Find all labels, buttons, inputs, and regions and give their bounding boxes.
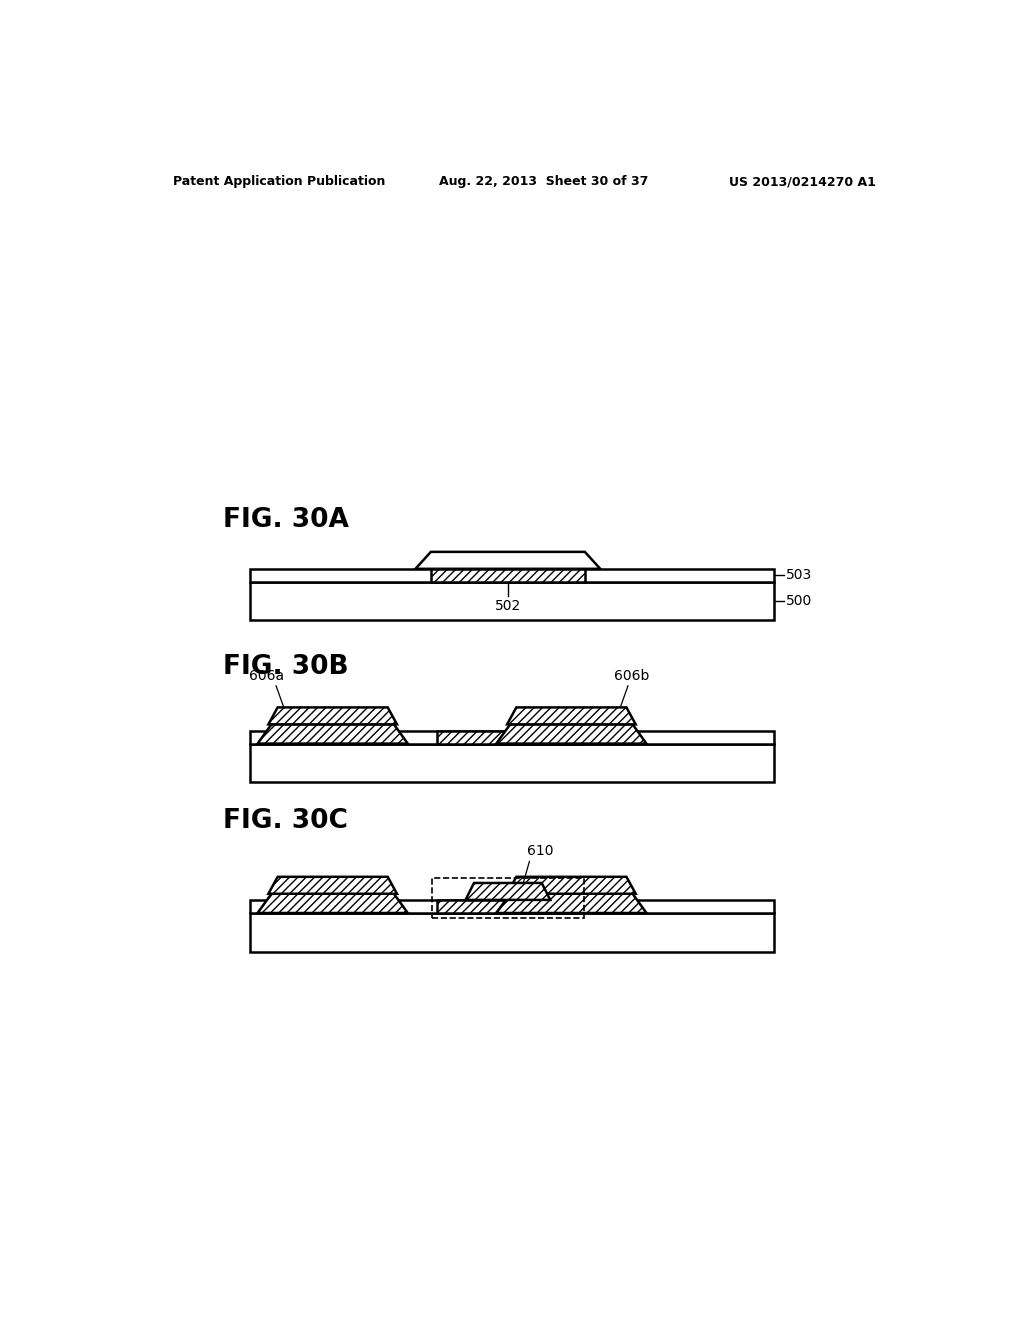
Polygon shape — [466, 883, 550, 900]
Text: 502: 502 — [495, 599, 521, 612]
Text: 610: 610 — [527, 845, 554, 858]
Text: Patent Application Publication: Patent Application Publication — [173, 176, 385, 187]
Polygon shape — [250, 569, 773, 582]
Polygon shape — [258, 894, 408, 913]
Polygon shape — [250, 900, 773, 913]
Polygon shape — [436, 900, 580, 913]
Text: 500: 500 — [785, 594, 812, 609]
Polygon shape — [258, 725, 408, 743]
Text: FIG. 30A: FIG. 30A — [223, 507, 349, 533]
Text: 503: 503 — [785, 569, 812, 582]
Polygon shape — [497, 894, 646, 913]
Text: FIG. 30B: FIG. 30B — [223, 653, 348, 680]
Polygon shape — [250, 743, 773, 781]
Polygon shape — [268, 876, 397, 894]
Polygon shape — [436, 730, 580, 743]
Polygon shape — [497, 725, 646, 743]
Polygon shape — [250, 582, 773, 620]
Text: 606b: 606b — [614, 669, 649, 682]
Text: Aug. 22, 2013  Sheet 30 of 37: Aug. 22, 2013 Sheet 30 of 37 — [438, 176, 648, 187]
Text: 606a: 606a — [249, 669, 285, 682]
Polygon shape — [507, 708, 636, 725]
Polygon shape — [250, 730, 773, 743]
Text: US 2013/0214270 A1: US 2013/0214270 A1 — [729, 176, 876, 187]
Polygon shape — [250, 913, 773, 952]
Polygon shape — [268, 708, 397, 725]
Polygon shape — [416, 552, 600, 569]
Polygon shape — [431, 569, 585, 582]
Polygon shape — [507, 876, 636, 894]
Text: FIG. 30C: FIG. 30C — [223, 808, 348, 834]
